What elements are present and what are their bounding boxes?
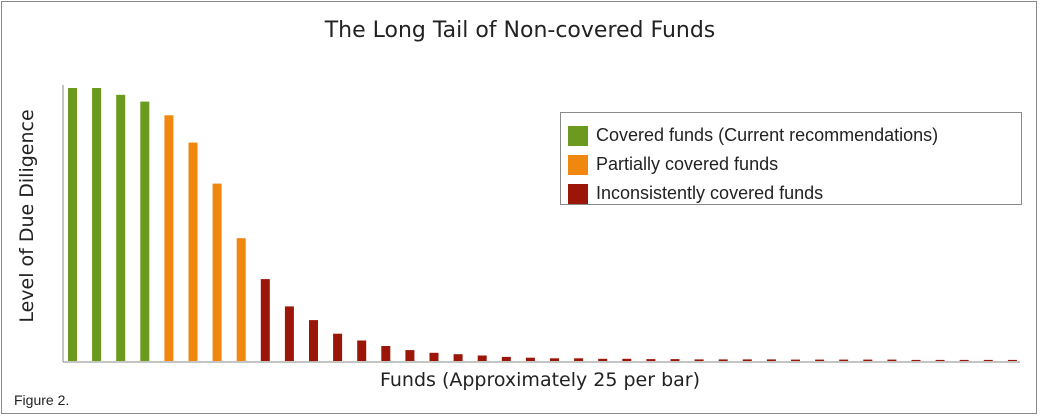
legend-label-partial: Partially covered funds <box>596 154 779 174</box>
bar-12 <box>333 333 343 361</box>
x-axis-label: Funds (Approximately 25 per bar) <box>379 369 701 391</box>
bar-2 <box>92 88 102 361</box>
bar-30 <box>766 359 776 361</box>
bar-14 <box>381 346 391 361</box>
bar-11 <box>309 320 318 362</box>
bar-34 <box>863 359 873 361</box>
bar-15 <box>405 350 415 361</box>
chart-title: The Long Tail of Non-covered Funds <box>324 18 716 43</box>
legend-item-covered: Covered funds (Current recommendations) <box>561 121 1021 150</box>
bar-25 <box>646 359 656 361</box>
legend-label-covered: Covered funds (Current recommendations) <box>596 125 939 145</box>
bar-29 <box>742 359 752 361</box>
bar-17 <box>453 354 463 361</box>
legend-item-partial: Partially covered funds <box>561 150 1021 179</box>
bar-10 <box>284 306 294 361</box>
bar-19 <box>501 356 511 361</box>
bar-36 <box>911 359 921 361</box>
bar-22 <box>574 358 584 361</box>
bar-5 <box>164 115 174 361</box>
bar-35 <box>887 359 897 361</box>
bar-1 <box>68 88 77 361</box>
bar-8 <box>236 238 246 361</box>
bar-16 <box>429 352 439 361</box>
bar-24 <box>622 358 632 361</box>
bar-23 <box>598 358 608 361</box>
bar-9 <box>260 279 270 361</box>
legend-swatch-covered <box>568 125 588 146</box>
bar-20 <box>525 357 535 361</box>
legend-swatch-partial <box>568 154 588 175</box>
bars-group <box>68 88 1017 362</box>
bar-18 <box>477 355 487 361</box>
legend: Covered funds (Current recommendations) … <box>560 112 1022 205</box>
bar-7 <box>212 183 222 361</box>
bar-38 <box>959 359 969 361</box>
bar-33 <box>839 359 849 361</box>
figure-caption: Figure 2. <box>14 392 70 408</box>
bar-39 <box>983 359 993 361</box>
bar-26 <box>670 359 680 361</box>
bar-13 <box>357 340 367 361</box>
bar-32 <box>815 359 825 361</box>
bar-27 <box>694 359 704 361</box>
bar-6 <box>188 142 198 361</box>
bar-31 <box>791 359 800 361</box>
legend-label-inconsistent: Inconsistently covered funds <box>596 183 824 203</box>
bar-3 <box>116 94 126 362</box>
legend-swatch-inconsistent <box>568 183 588 204</box>
bar-40 <box>1007 359 1017 361</box>
bar-37 <box>935 359 945 361</box>
bar-28 <box>718 359 728 361</box>
bar-21 <box>550 358 559 361</box>
bar-4 <box>140 101 150 361</box>
legend-item-inconsistent: Inconsistently covered funds <box>561 179 1021 208</box>
